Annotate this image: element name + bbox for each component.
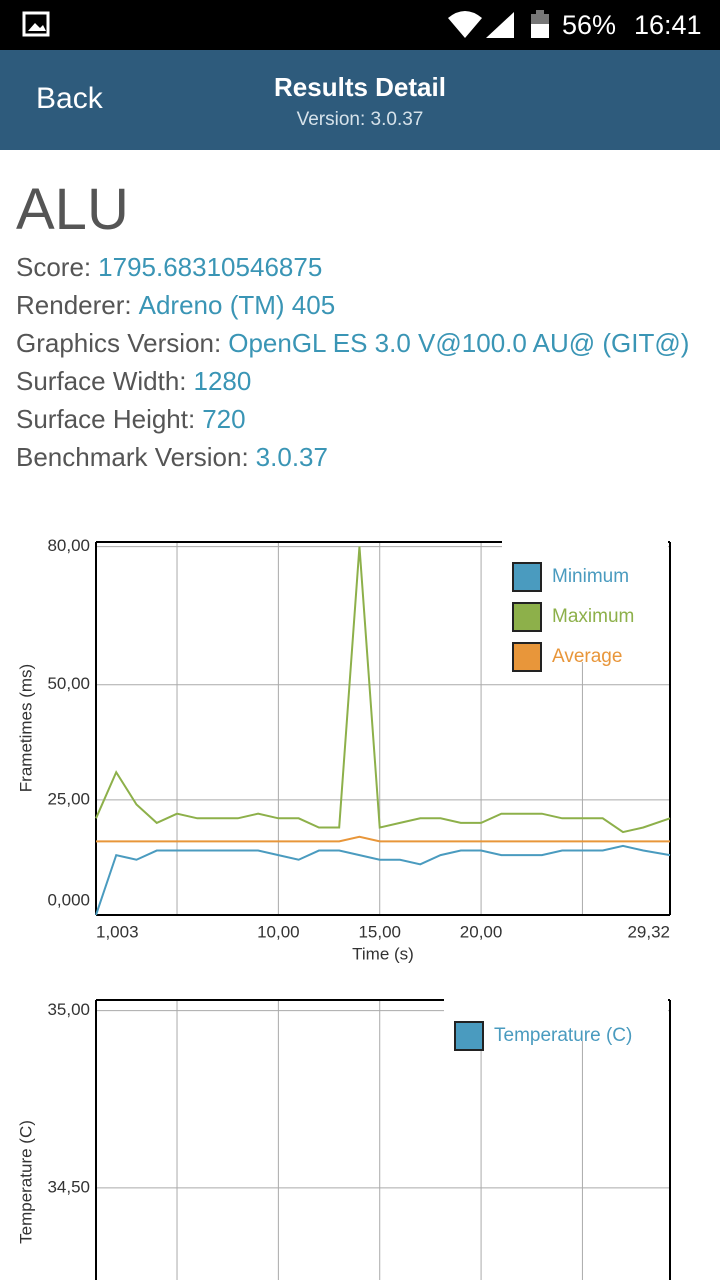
battery-tip	[536, 10, 544, 14]
detail-label: Surface Height:	[16, 404, 196, 434]
legend-swatch	[454, 1021, 484, 1051]
y-tick-label: 80,00	[47, 536, 90, 555]
detail-row: Surface Height: 720	[16, 402, 706, 436]
legend-swatch	[512, 602, 542, 632]
y-tick-label: 25,00	[47, 789, 90, 808]
detail-value: 3.0.37	[255, 442, 328, 472]
detail-label: Surface Width:	[16, 366, 187, 396]
detail-label: Score:	[16, 252, 92, 282]
y-tick-label: 0,000	[47, 890, 90, 909]
detail-value: 720	[202, 404, 246, 434]
image-icon-mountain	[28, 23, 46, 31]
detail-label: Benchmark Version:	[16, 442, 249, 472]
detail-value: 1280	[193, 366, 252, 396]
x-tick-label: 1,003	[96, 922, 139, 941]
detail-label: Renderer:	[16, 290, 132, 320]
x-tick-label: 29,32	[627, 922, 670, 941]
back-button[interactable]: Back	[36, 82, 103, 115]
wifi-icon	[448, 11, 482, 38]
detail-row: Benchmark Version: 3.0.37	[16, 440, 706, 474]
detail-row: Renderer: Adreno (TM) 405	[16, 288, 706, 322]
y-tick-label: 50,00	[47, 674, 90, 693]
y-axis-title: Temperature (C)	[16, 1120, 35, 1244]
legend-label: Temperature (C)	[494, 1025, 632, 1046]
detail-row: Graphics Version: OpenGL ES 3.0 V@100.0 A…	[16, 326, 706, 360]
legend-label: Average	[552, 646, 622, 667]
image-icon	[22, 11, 50, 37]
clock: 16:41	[634, 10, 702, 40]
y-tick-label: 34,50	[47, 1177, 90, 1196]
app-bar: Back Results Detail Version: 3.0.37	[0, 50, 720, 150]
detail-value: Adreno (TM) 405	[138, 290, 336, 320]
legend-swatch	[512, 562, 542, 592]
legend-swatch	[512, 642, 542, 672]
detail-label: Graphics Version:	[16, 328, 222, 358]
legend-label: Maximum	[552, 606, 634, 627]
battery-level	[531, 24, 549, 38]
detail-row: Score: 1795.68310546875	[16, 250, 706, 284]
status-icons	[22, 10, 549, 38]
test-name: ALU	[16, 177, 129, 242]
series-line	[95, 546, 671, 834]
legend-background	[502, 535, 668, 662]
detail-value: OpenGL ES 3.0 V@100.0 AU@ (GIT@)	[228, 328, 690, 358]
detail-row: Surface Width: 1280	[16, 364, 706, 398]
legend-label: Minimum	[552, 566, 629, 587]
y-tick-label: 35,00	[47, 1000, 90, 1019]
series-line	[95, 844, 671, 916]
x-tick-label: 10,00	[257, 922, 300, 941]
battery-percent: 56%	[562, 10, 617, 40]
series-line	[96, 835, 670, 843]
x-tick-label: 20,00	[460, 922, 503, 941]
detail-value: 1795.68310546875	[98, 252, 323, 282]
y-axis-title: Frametimes (ms)	[16, 664, 35, 792]
version: Version: 3.0.37	[296, 109, 424, 130]
signal-icon	[486, 12, 514, 38]
details: Score: 1795.68310546875 Renderer: Adreno (T…	[16, 250, 706, 478]
status-bar: 56% 16:41	[0, 0, 720, 50]
x-axis-title: Time (s)	[352, 944, 414, 963]
screen-title: Results Detail	[274, 72, 446, 102]
x-tick-label: 15,00	[358, 922, 401, 941]
